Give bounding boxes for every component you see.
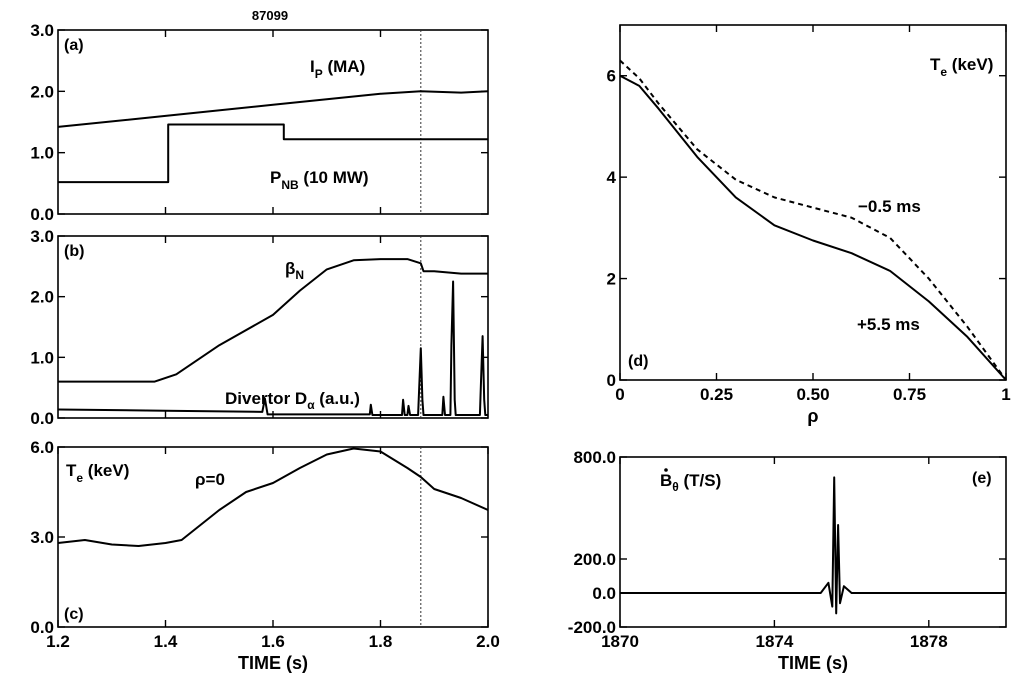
y-tick-label: 6 bbox=[607, 67, 616, 86]
x-tick-label: 1.8 bbox=[369, 632, 393, 651]
x-tick-label: 0.75 bbox=[893, 385, 926, 404]
y-tick-label: -200.0 bbox=[568, 618, 616, 637]
series-line bbox=[57, 447, 489, 547]
y-tick-label: 1.0 bbox=[30, 348, 54, 367]
y-tick-label: 0.0 bbox=[592, 584, 616, 603]
x-tick-label: 1870 bbox=[601, 632, 639, 651]
x-tick-label: 1874 bbox=[755, 632, 793, 651]
dot-accent bbox=[664, 468, 668, 472]
series-line bbox=[57, 280, 488, 416]
y-tick-label: 2.0 bbox=[30, 82, 54, 101]
series-line bbox=[57, 90, 489, 128]
annotation-1: βN bbox=[285, 259, 304, 282]
plot-frame bbox=[619, 24, 1007, 381]
y-tick-label: 0.0 bbox=[30, 409, 54, 428]
series-line bbox=[58, 258, 488, 383]
panel-b: 0.0 1.0 2.0 3.0 (b) βN Divertor Dα (a.u.) bbox=[30, 227, 489, 428]
y-tick-label: 800.0 bbox=[573, 448, 616, 467]
y-tick-label: 1.0 bbox=[30, 144, 54, 163]
y-tick-label: 3.0 bbox=[30, 227, 54, 246]
series-line bbox=[619, 74, 1007, 381]
y-tick-label: 0.0 bbox=[30, 205, 54, 224]
annotation-2: −0.5 ms bbox=[858, 197, 921, 216]
y-tick-label: 2.0 bbox=[30, 288, 54, 307]
x-tick-label: 0.50 bbox=[796, 385, 829, 404]
y-tick-label: 200.0 bbox=[573, 550, 616, 569]
x-tick-label: 0 bbox=[615, 385, 624, 404]
annotation-2: PNB (10 MW) bbox=[270, 168, 369, 192]
plot-frame bbox=[619, 456, 1007, 628]
y-tick-label: 0 bbox=[607, 371, 616, 390]
panel-label: (b) bbox=[64, 243, 84, 260]
x-tick-label: 1.4 bbox=[154, 632, 178, 651]
x-tick-label: 1.6 bbox=[261, 632, 285, 651]
x-tick-label: 1878 bbox=[910, 632, 948, 651]
x-axis-label: TIME (s) bbox=[238, 653, 308, 673]
y-tick-label: 3.0 bbox=[30, 21, 54, 40]
x-axis-label: ρ bbox=[807, 406, 818, 426]
annotation-1: Te (keV) bbox=[66, 461, 129, 485]
x-tick-label: 1.2 bbox=[46, 632, 70, 651]
shot-number: 87099 bbox=[252, 8, 288, 23]
annotation-3: +5.5 ms bbox=[857, 315, 920, 334]
x-tick-label: 0.25 bbox=[700, 385, 733, 404]
panel-a: 0.0 1.0 2.0 3.0 (a) IP (MA) PNB (10 MW) bbox=[30, 21, 489, 224]
y-tick-label: 3.0 bbox=[30, 528, 54, 547]
series-line bbox=[58, 123, 488, 184]
panel-label: (d) bbox=[628, 353, 648, 370]
annotation-1: Te (keV) bbox=[930, 55, 993, 79]
panel-label: (e) bbox=[972, 470, 992, 487]
series-line bbox=[620, 476, 1006, 615]
annotation-1: IP (MA) bbox=[310, 57, 365, 81]
x-axis-label: TIME (s) bbox=[778, 653, 848, 673]
panel-c: 0.0 3.0 6.0 1.2 1.4 1.6 1.8 2.0 TIME (s) (c) Te (k… bbox=[30, 438, 499, 673]
panel-label: (c) bbox=[64, 606, 84, 623]
y-tick-label: 6.0 bbox=[30, 438, 54, 457]
panel-label: (a) bbox=[64, 37, 84, 54]
series-line bbox=[619, 59, 1007, 381]
annotation-2: Divertor Dα (a.u.) bbox=[225, 389, 360, 412]
y-tick-label: 4 bbox=[607, 168, 617, 187]
y-tick-label: 2 bbox=[607, 270, 616, 289]
x-tick-label: 1 bbox=[1001, 385, 1010, 404]
x-tick-label: 2.0 bbox=[476, 632, 500, 651]
panel-d: 0 2 4 6 0 0.25 0.50 0.75 1 ρ (d) Te (keV) −0.5 ms +5.… bbox=[607, 24, 1011, 426]
annotation-2: ρ=0 bbox=[195, 470, 225, 489]
annotation-1: Bθ (T/S) bbox=[660, 471, 721, 494]
panel-e: -200.0 0.0 200.0 800.0 1870 1874 1878 TIME (s) (… bbox=[568, 448, 1007, 673]
y-tick-label: 0.0 bbox=[30, 618, 54, 637]
